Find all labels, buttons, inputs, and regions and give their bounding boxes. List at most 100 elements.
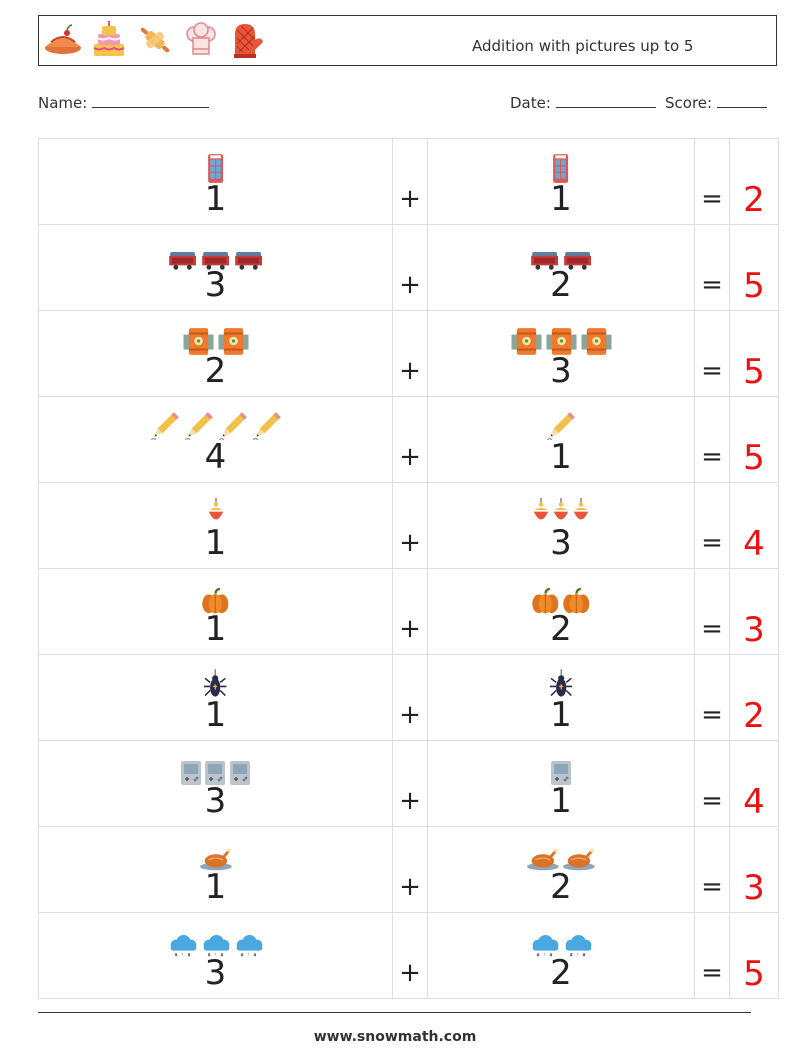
b-term-cell: 2 [427, 912, 695, 999]
rain-cloud-icon [233, 934, 264, 958]
answer-cell[interactable]: 2 [729, 654, 779, 741]
fishing-float-icon [572, 498, 590, 528]
mine-cart-icon [167, 251, 198, 270]
a-term-number: 1 [204, 609, 227, 649]
name-blank[interactable] [92, 95, 210, 108]
barrel-icon [510, 326, 543, 356]
pencil-icon [149, 410, 181, 442]
a-term-number: 4 [204, 437, 227, 477]
equals-sign: = [694, 740, 730, 827]
roast-turkey-icon [199, 846, 233, 872]
answer-cell[interactable]: 2 [729, 138, 779, 225]
problem-row: 3 +2 = 5 [38, 224, 779, 311]
date-label: Date: [510, 94, 551, 112]
a-term-cell: 1 [38, 482, 393, 569]
equals-sign: = [694, 138, 730, 225]
name-label: Name: [38, 94, 88, 112]
b-term-cell: 2 [427, 224, 695, 311]
a-term-number: 1 [204, 179, 227, 219]
problem-row: 1 +1 = 2 [38, 654, 779, 741]
score-label: Score: [665, 94, 713, 112]
score-blank[interactable] [716, 95, 767, 108]
a-term-number: 3 [204, 953, 227, 993]
b-term-pictures [428, 233, 694, 270]
b-term-number: 3 [550, 523, 572, 563]
a-term-cell: 1 [38, 654, 393, 741]
phone-booth-icon [551, 152, 570, 184]
mine-cart-icon [562, 251, 593, 270]
b-term-number: 1 [550, 437, 572, 477]
plus-sign: + [392, 224, 428, 311]
b-term-pictures [428, 835, 694, 872]
b-term-number: 3 [550, 351, 572, 391]
equals-sign: = [694, 912, 730, 999]
b-term-pictures [428, 577, 694, 614]
b-term-number: 1 [550, 179, 572, 219]
b-term-pictures [428, 147, 694, 184]
a-term-pictures [39, 147, 392, 184]
equals-sign: = [694, 654, 730, 741]
b-term-pictures [428, 921, 694, 958]
a-term-number: 1 [204, 695, 227, 735]
pencil-icon [251, 410, 283, 442]
footer-website: www.snowmath.com [313, 1029, 477, 1045]
plus-sign: + [392, 654, 428, 741]
problem-row: 3 +2 = 5 [38, 912, 779, 999]
barrel-icon [217, 326, 250, 356]
rain-cloud-icon [529, 934, 560, 958]
b-term-cell: 2 [427, 826, 695, 913]
answer-cell[interactable]: 4 [729, 740, 779, 827]
cake-icon [93, 21, 125, 56]
answer-cell[interactable]: 3 [729, 568, 779, 655]
b-term-pictures [428, 405, 694, 442]
problem-row: 3 +1 = 4 [38, 740, 779, 827]
a-term-pictures [39, 319, 392, 356]
equals-sign: = [694, 568, 730, 655]
answer-cell[interactable]: 5 [729, 396, 779, 483]
name-field: Name: [38, 94, 210, 112]
b-term-cell: 2 [427, 568, 695, 655]
b-term-number: 2 [550, 953, 572, 993]
plus-sign: + [392, 740, 428, 827]
a-term-number: 1 [204, 867, 227, 907]
b-term-number: 2 [550, 867, 572, 907]
problem-row: 1 +2 = 3 [38, 568, 779, 655]
equals-sign: = [694, 310, 730, 397]
a-term-pictures [39, 835, 392, 872]
plus-sign: + [392, 826, 428, 913]
spider-icon [549, 669, 573, 700]
problems-table: 1 +1 = 2 3 +2 = 5 2 +3 = 5 4 +1 = 5 1 +3 = 4 1 +2 = 3 1 +1 = 2 3 +1 = 4… [38, 138, 779, 999]
footer-divider [38, 1012, 751, 1013]
game-console-icon [550, 760, 572, 786]
answer-cell[interactable]: 3 [729, 826, 779, 913]
rain-cloud-icon [562, 934, 593, 958]
roast-turkey-icon [562, 846, 596, 872]
a-term-number: 2 [204, 351, 227, 391]
b-term-number: 1 [550, 781, 572, 821]
answer-cell[interactable]: 5 [729, 310, 779, 397]
a-term-pictures [39, 577, 392, 614]
answer-cell[interactable]: 4 [729, 482, 779, 569]
pumpkin-icon [201, 588, 230, 614]
a-term-pictures [39, 233, 392, 270]
b-term-cell: 3 [427, 482, 695, 569]
plus-sign: + [392, 912, 428, 999]
problem-row: 1 +2 = 3 [38, 826, 779, 913]
game-console-icon [204, 760, 226, 786]
plus-sign: + [392, 138, 428, 225]
equals-sign: = [694, 482, 730, 569]
b-term-pictures [428, 319, 694, 356]
date-blank[interactable] [555, 95, 656, 108]
equals-sign: = [694, 826, 730, 913]
a-term-cell: 3 [38, 224, 393, 311]
game-console-icon [229, 760, 251, 786]
mine-cart-icon [529, 251, 560, 270]
phone-booth-icon [206, 152, 225, 184]
score-field: Score: [665, 94, 767, 112]
answer-cell[interactable]: 5 [729, 912, 779, 999]
mine-cart-icon [233, 251, 264, 270]
answer-cell[interactable]: 5 [729, 224, 779, 311]
a-term-pictures [39, 491, 392, 528]
a-term-cell: 2 [38, 310, 393, 397]
b-term-pictures [428, 491, 694, 528]
